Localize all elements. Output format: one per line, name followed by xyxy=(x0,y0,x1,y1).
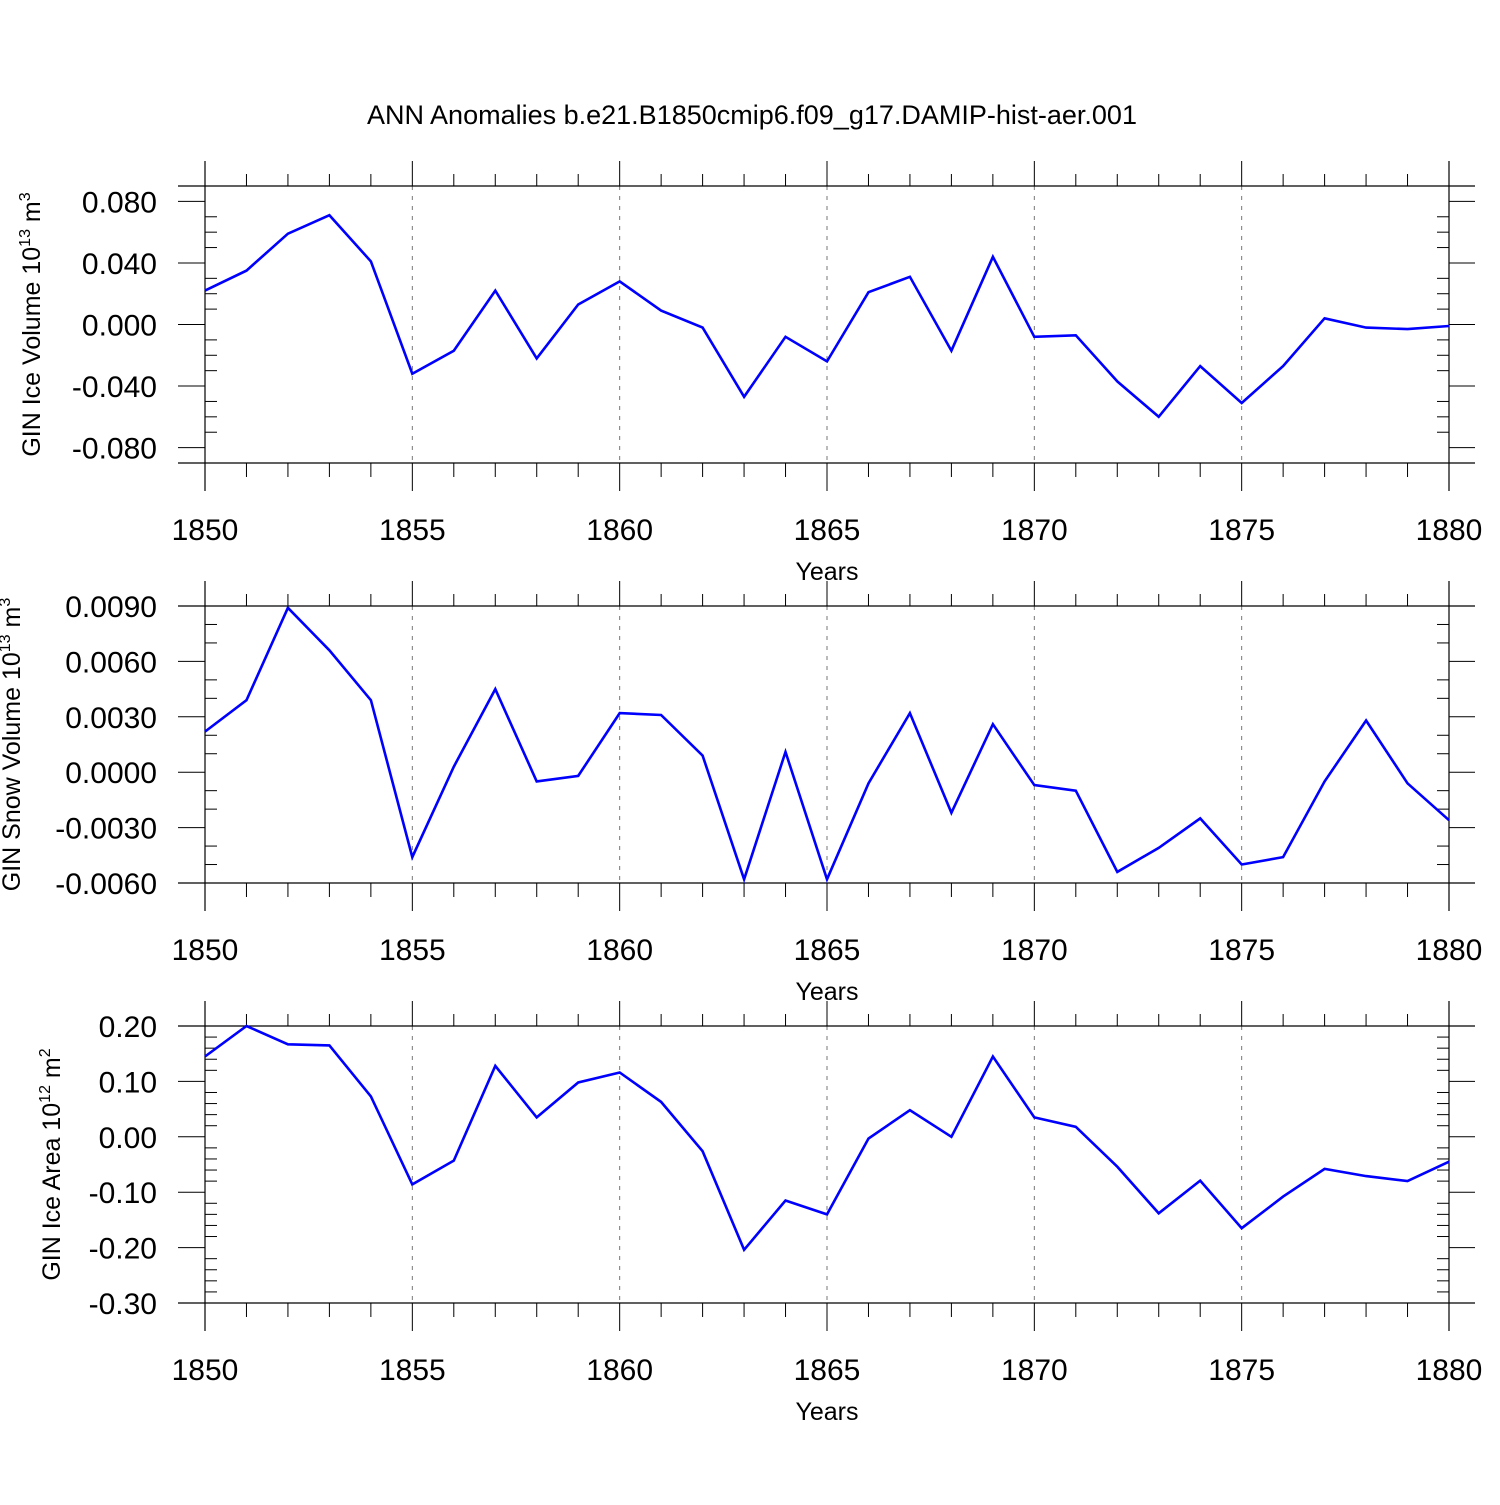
panel-3-y-tick-label: -0.30 xyxy=(89,1288,157,1321)
panel-3-y-axis-label: GIN Ice Area 1012 m2 xyxy=(37,1048,66,1280)
chart-title: ANN Anomalies b.e21.B1850cmip6.f09_g17.D… xyxy=(367,100,1137,130)
panel-1-y-label-unit-exponent: 3 xyxy=(17,192,34,201)
panel-1-y-label-exponent: 13 xyxy=(17,229,34,247)
panel-3-y-label-unit-exponent: 2 xyxy=(37,1048,54,1057)
panel-3-x-tick-label: 1855 xyxy=(379,1354,446,1387)
panel-2-x-tick-label: 1880 xyxy=(1416,934,1483,967)
panel-1-series-line xyxy=(204,213,1450,419)
panel-3-y-tick-label: 0.10 xyxy=(99,1066,157,1099)
panel-2-y-axis-label: GIN Snow Volume 1013 m3 xyxy=(0,598,26,892)
panel-3-y-tick-label: -0.10 xyxy=(89,1177,157,1210)
panel-2-y-label-main: GIN Snow Volume 10 xyxy=(0,652,26,891)
panel-2-y-tick-label: -0.0060 xyxy=(55,868,157,901)
panel-2-y-tick-label: 0.0060 xyxy=(65,646,157,679)
panel-3-y-label-unit: m xyxy=(38,1057,66,1085)
panel-2-y-label-unit: m xyxy=(0,607,26,635)
panel-3: 1850 1855 1860 1865 1870 1875 1880 -0.30 -0.20 -0… xyxy=(37,1001,1482,1426)
panel-2-y-tick-label: 0.0090 xyxy=(65,591,157,624)
panel-3-y-label-exponent: 12 xyxy=(37,1085,54,1103)
panel-2-y-tick-label: 0.0000 xyxy=(65,757,157,790)
panel-3-x-tick-label: 1880 xyxy=(1416,1354,1483,1387)
panel-2-x-tick-label: 1875 xyxy=(1208,934,1275,967)
panel-3-x-tick-label: 1870 xyxy=(1001,1354,1068,1387)
panel-2-series-line xyxy=(204,605,1450,884)
panel-3-y-tick-label: 0.20 xyxy=(99,1011,157,1044)
panel-1-y-tick-label: -0.080 xyxy=(72,433,157,466)
panel-3-x-tick-label: 1865 xyxy=(794,1354,861,1387)
panel-3-x-tick-label: 1875 xyxy=(1208,1354,1275,1387)
panel-2: 1850 1855 1860 1865 1870 1875 1880 -0.0060 -0.00… xyxy=(0,581,1482,1006)
panel-3-x-axis-label: Years xyxy=(795,1398,858,1426)
panel-2-x-tick-label: 1850 xyxy=(172,934,239,967)
panel-1-x-tick-label: 1855 xyxy=(379,514,446,547)
panel-1-y-label-unit: m xyxy=(18,201,46,229)
panel-1-y-tick-label: 0.080 xyxy=(82,186,157,219)
panel-1-y-tick-label: 0.040 xyxy=(82,248,157,281)
panel-1-x-tick-label: 1870 xyxy=(1001,514,1068,547)
panel-3-y-label-main: GIN Ice Area 10 xyxy=(38,1103,66,1281)
panel-2-y-tick-label: -0.0030 xyxy=(55,813,157,846)
panel-2-x-tick-label: 1870 xyxy=(1001,934,1068,967)
panel-3-x-tick-label: 1860 xyxy=(586,1354,653,1387)
panel-3-series-line xyxy=(204,1024,1450,1253)
panel-1-x-tick-label: 1880 xyxy=(1416,514,1483,547)
panel-2-x-tick-label: 1855 xyxy=(379,934,446,967)
panel-2-y-tick-label: 0.0030 xyxy=(65,702,157,735)
panel-3-x-tick-label: 1850 xyxy=(172,1354,239,1387)
panel-1-y-tick-label: -0.040 xyxy=(72,371,157,404)
panel-1-y-axis-label: GIN Ice Volume 1013 m3 xyxy=(17,192,46,456)
panel-3-y-tick-label: 0.00 xyxy=(99,1122,157,1155)
panel-2-y-label-unit-exponent: 3 xyxy=(0,598,14,607)
panel-1-y-tick-label: 0.000 xyxy=(82,310,157,343)
panel-2-x-tick-label: 1865 xyxy=(794,934,861,967)
panel-1-x-tick-label: 1865 xyxy=(794,514,861,547)
panel-1-x-tick-label: 1850 xyxy=(172,514,239,547)
panel-1-x-tick-label: 1860 xyxy=(586,514,653,547)
panel-2-y-label-exponent: 13 xyxy=(0,634,14,652)
panel-1-y-label-main: GIN Ice Volume 10 xyxy=(18,247,46,457)
panel-3-y-tick-label: -0.20 xyxy=(89,1233,157,1266)
panel-1-x-tick-label: 1875 xyxy=(1208,514,1275,547)
panel-1: 1850 1855 1860 1865 1870 1875 1880 -0.080 -0.040… xyxy=(17,161,1482,586)
panel-2-x-tick-label: 1860 xyxy=(586,934,653,967)
